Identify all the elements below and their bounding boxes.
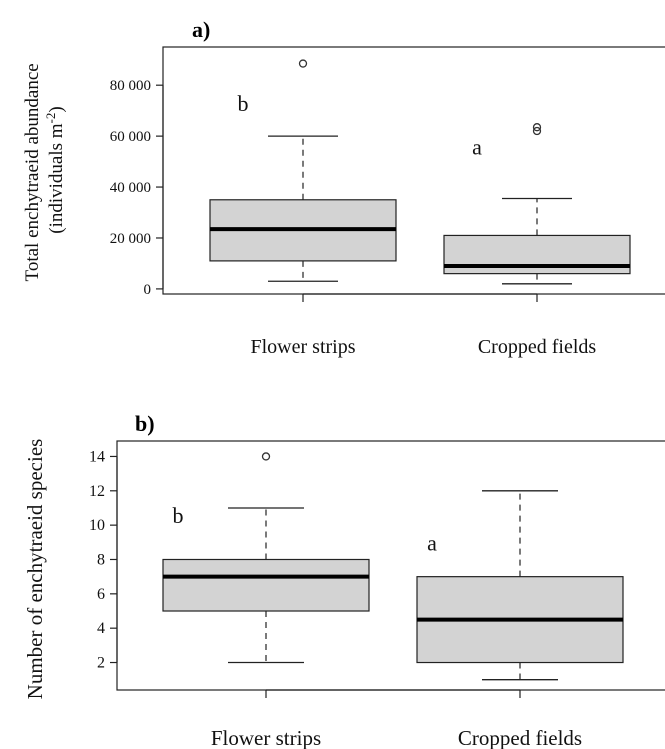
y-tick-label: 14 [89, 448, 105, 465]
y-tick-label: 12 [89, 483, 105, 500]
outlier-point [532, 123, 542, 132]
significance-letter: b [238, 91, 249, 116]
panel-a-ylabel-suffix: ) [46, 106, 67, 112]
y-tick-label: 40 000 [110, 180, 151, 196]
y-tick-label: 10 [89, 517, 105, 534]
panel-b-x-axis: Flower strips Cropped fields [211, 689, 582, 749]
panel-a-ylabel: Total enchytraeid abundance (individuals… [22, 59, 67, 282]
panel-a: a) Total enchytraeid abundance (individu… [22, 17, 665, 358]
panel-a-boxes: ba [209, 59, 631, 285]
y-tick-label: 80 000 [110, 78, 151, 94]
panel-b-label: b) [135, 411, 155, 436]
panel-a-y-axis: 0 20 000 40 000 60 000 80 000 [110, 78, 164, 298]
panel-a-ylabel-line2: (individuals m-2) [43, 106, 68, 233]
y-tick-label: 6 [97, 586, 105, 603]
significance-letter: b [173, 503, 184, 528]
panel-a-label: a) [192, 17, 210, 42]
panel-b: b) Number of enchytraeid species 2 4 6 8 10 1… [23, 411, 665, 749]
iqr-box [162, 558, 370, 612]
panel-a-ylabel-line1: Total enchytraeid abundance [22, 63, 43, 281]
y-tick-label: 4 [97, 620, 105, 637]
panel-a-ylabel-sup: -2 [43, 113, 58, 124]
x-category-label: Flower strips [251, 336, 356, 358]
x-category-label: Cropped fields [478, 336, 597, 358]
outlier-point [532, 126, 542, 136]
box-group: b [162, 452, 370, 664]
outlier-point [298, 59, 308, 68]
x-category-label: Cropped fields [458, 726, 582, 749]
y-tick-label: 8 [97, 551, 105, 568]
y-tick-label: 2 [97, 655, 105, 672]
outlier-point [261, 452, 271, 461]
significance-letter: a [427, 530, 437, 555]
panel-a-x-axis: Flower strips Cropped fields [251, 293, 597, 358]
box-group: a [443, 123, 631, 285]
significance-letter: a [472, 134, 482, 159]
panel-b-y-axis: 2 4 6 8 10 12 14 [89, 448, 118, 672]
box-group: b [209, 59, 397, 282]
panel-b-boxes: ba [162, 452, 624, 681]
y-tick-label: 0 [144, 282, 152, 298]
panel-a-ylabel-prefix: (individuals m [46, 123, 67, 234]
y-tick-label: 60 000 [110, 129, 151, 145]
box-group: a [416, 490, 624, 681]
panel-b-ylabel: Number of enchytraeid species [23, 439, 47, 700]
x-category-label: Flower strips [211, 726, 321, 749]
y-tick-label: 20 000 [110, 231, 151, 247]
